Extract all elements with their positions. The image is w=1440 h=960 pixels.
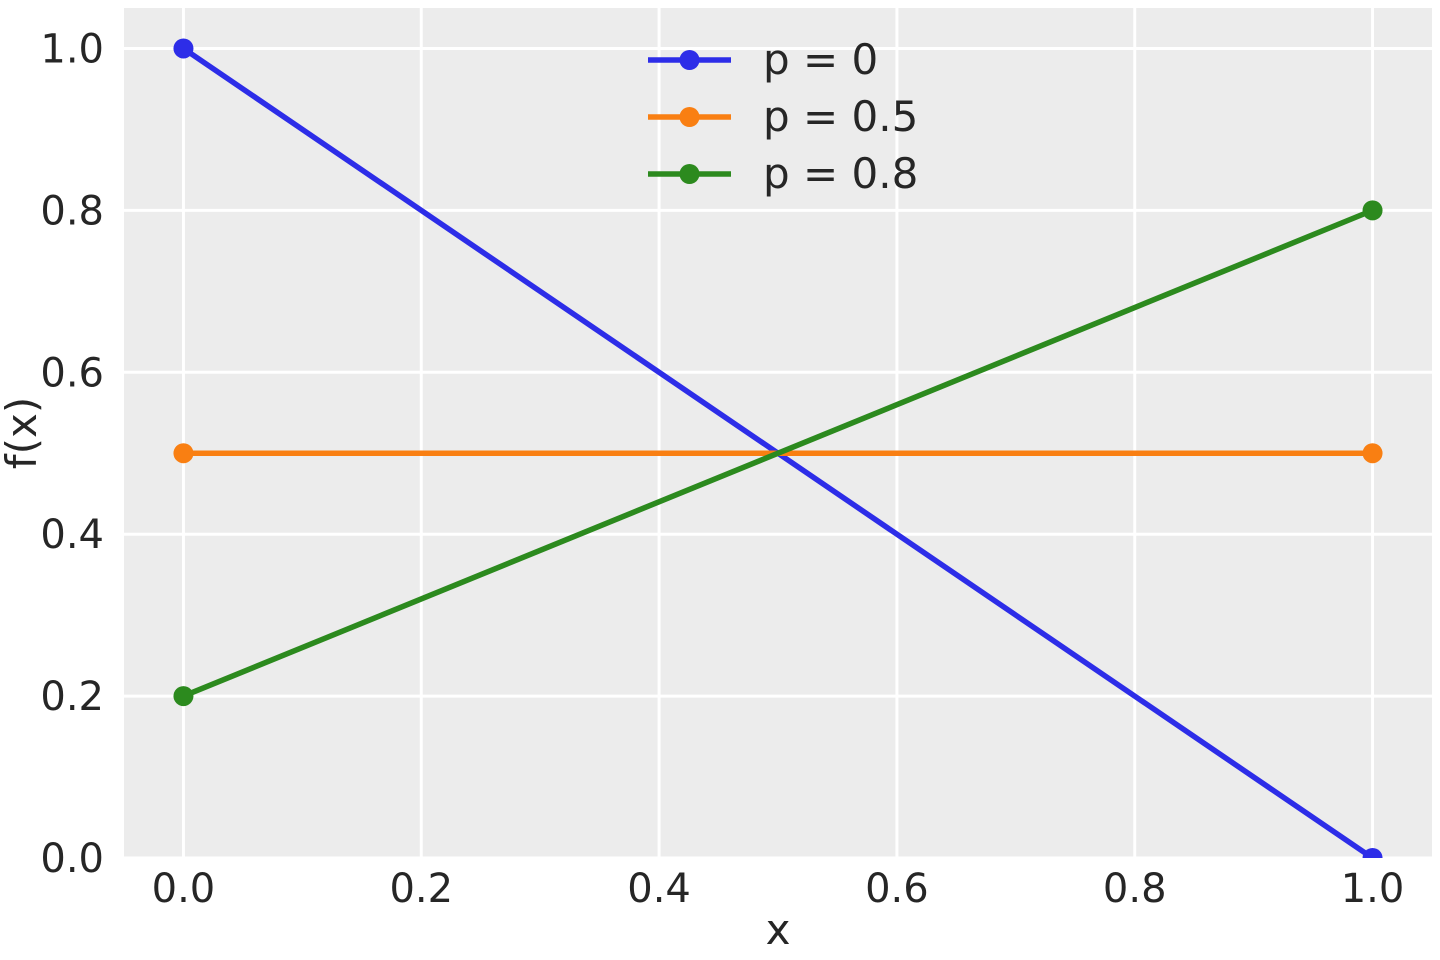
data-point-series1-0 [173,443,194,464]
series-group [173,38,1383,858]
data-point-series0-0 [173,38,194,59]
x-tick-label-2: 0.4 [627,866,691,912]
y-tick-label-5: 1.0 [40,26,104,72]
y-tick-label-4: 0.8 [40,188,104,234]
plot-area [124,8,1432,858]
y-tick-label-1: 0.2 [40,674,104,720]
x-tick-label-5: 1.0 [1341,866,1405,912]
x-tick-label-0: 0.0 [152,866,216,912]
x-axis-label: x [766,905,791,954]
y-axis-label: f(x) [0,397,46,469]
legend-label-2: p = 0.8 [763,149,918,198]
data-point-series0-1 [1362,848,1383,858]
legend-item-2: p = 0.8 [648,149,918,198]
x-tick-label-3: 0.6 [865,866,929,912]
legend-marker-icon-1 [679,107,700,127]
data-point-series1-1 [1362,443,1383,464]
series-line-2 [182,207,1374,699]
y-tick-label-0: 0.0 [40,836,104,882]
legend-marker-icon-0 [679,50,700,70]
legend-label-1: p = 0.5 [763,92,918,141]
legend-item-1: p = 0.5 [648,92,918,141]
legend-item-0: p = 0 [648,35,878,84]
data-point-series2-0 [173,686,194,707]
legend: p = 0 p = 0.5 p = 0.8 [648,35,918,198]
y-tick-label-3: 0.6 [40,350,104,396]
data-point-series2-1 [1362,200,1383,221]
x-tick-label-1: 0.2 [389,866,453,912]
x-tick-label-4: 0.8 [1103,866,1167,912]
y-tick-label-2: 0.4 [40,512,104,558]
legend-label-0: p = 0 [763,35,878,84]
legend-marker-icon-2 [679,164,700,184]
